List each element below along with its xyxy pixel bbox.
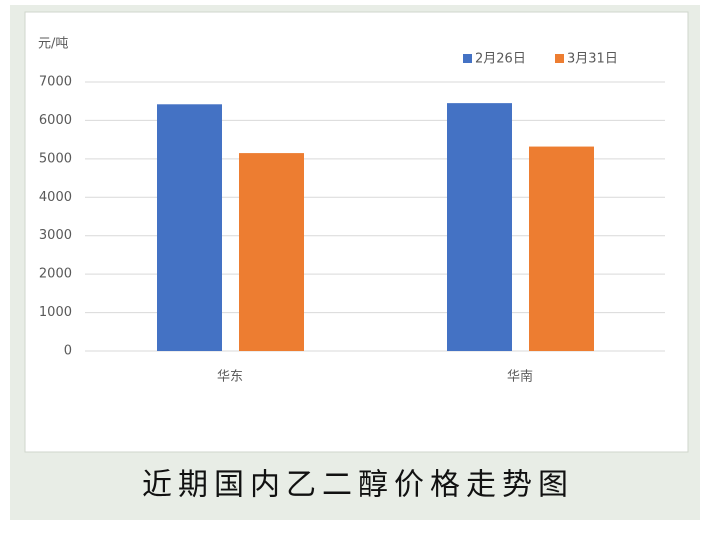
y-tick-label: 4000 (39, 190, 72, 205)
x-tick-label: 华东 (217, 370, 243, 385)
y-tick-label: 2000 (39, 267, 72, 282)
legend-swatch (555, 54, 564, 63)
chart-title: 近期国内乙二醇价格走势图 (142, 468, 574, 503)
y-tick-label: 1000 (39, 305, 72, 320)
x-tick-label: 华南 (507, 369, 533, 385)
y-tick-label: 0 (64, 344, 72, 359)
y-axis-label: 元/吨 (38, 37, 68, 52)
bar (239, 153, 304, 351)
bar (157, 104, 222, 351)
y-tick-label: 5000 (39, 151, 72, 166)
legend-label: 3月31日 (567, 52, 618, 67)
bar (447, 103, 512, 351)
y-tick-label: 7000 (39, 75, 72, 90)
legend-label: 2月26日 (475, 52, 526, 67)
y-tick-label: 6000 (39, 113, 72, 128)
legend-swatch (463, 54, 472, 63)
bar (529, 146, 594, 351)
y-tick-label: 3000 (39, 228, 72, 243)
